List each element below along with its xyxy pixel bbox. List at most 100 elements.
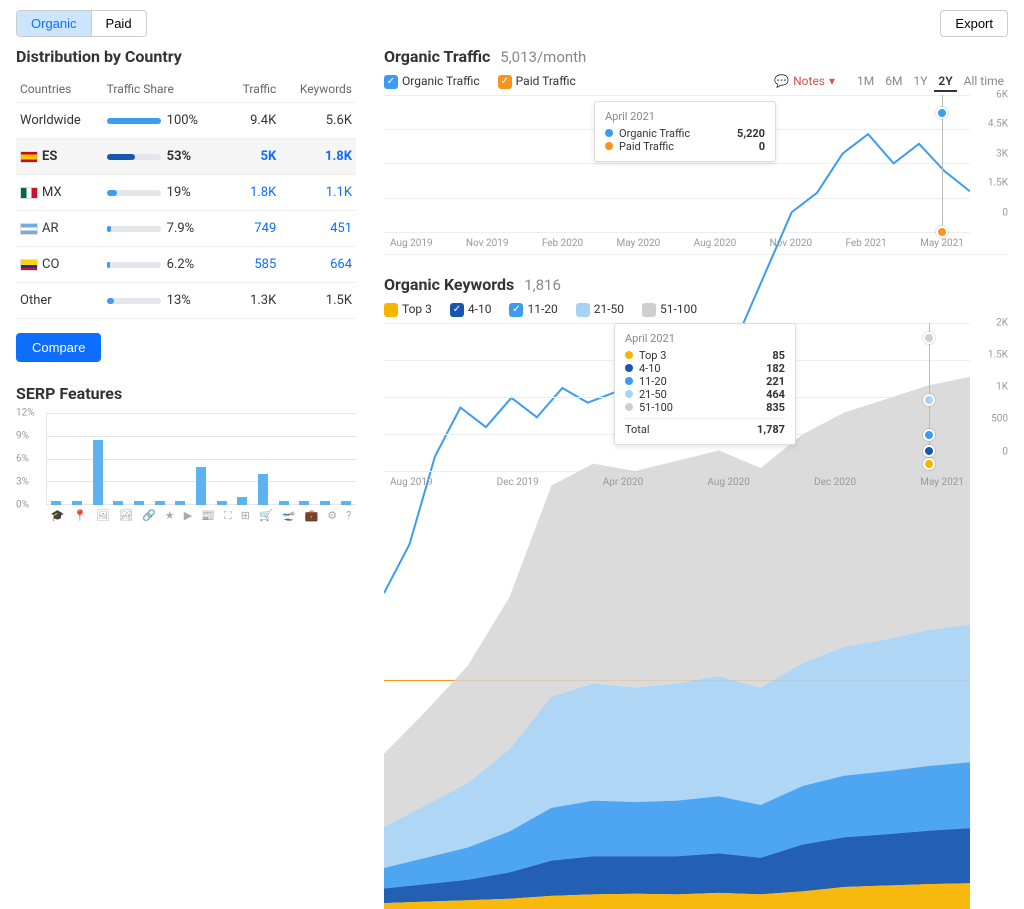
table-row[interactable]: AR 7.9% 749 451: [16, 211, 356, 247]
share-cell: 53%: [103, 139, 228, 175]
serp-bar[interactable]: [134, 501, 144, 505]
serp-bar[interactable]: [341, 501, 351, 505]
col-share: Traffic Share: [103, 76, 228, 103]
chart-marker: [923, 445, 935, 457]
legend-organic[interactable]: Organic Traffic: [384, 74, 480, 89]
toggle-organic[interactable]: Organic: [17, 11, 91, 36]
flag-icon: [20, 223, 38, 235]
traffic-chart[interactable]: 6K4.5K3K1.5K0 Aug 2019Nov 2019Feb 2020Ma…: [384, 95, 1008, 255]
serp-feature-icon[interactable]: ⛶: [224, 509, 232, 523]
traffic-cell[interactable]: 1.8K: [228, 175, 280, 211]
country-cell: AR: [16, 211, 103, 247]
serp-feature-icon[interactable]: 🏞: [119, 509, 133, 523]
serp-title: SERP Features: [16, 384, 356, 403]
serp-chart: 12%9%6%3%0% 🎓📍🖼🏞🔗★▶📰⛶⊞🛒🛫💼⚙?: [16, 413, 356, 523]
traffic-cell[interactable]: 749: [228, 211, 280, 247]
range-1y[interactable]: 1Y: [909, 72, 931, 90]
serp-feature-icon[interactable]: ★: [165, 509, 175, 523]
x-label: Nov 2019: [466, 238, 509, 254]
legend-paid[interactable]: Paid Traffic: [498, 74, 576, 89]
flag-icon: [20, 151, 38, 163]
notes-dropdown[interactable]: 💬 Notes ▾: [774, 74, 835, 88]
serp-feature-icon[interactable]: 🛫: [282, 509, 296, 523]
serp-bar[interactable]: [175, 501, 185, 505]
share-cell: 100%: [103, 103, 228, 139]
x-label: Aug 2020: [707, 477, 750, 493]
serp-feature-icon[interactable]: 📍: [73, 509, 87, 523]
share-cell: 19%: [103, 175, 228, 211]
y-label: 3%: [16, 477, 29, 488]
serp-bar[interactable]: [113, 501, 123, 505]
x-label: Aug 2019: [390, 238, 433, 254]
chart-marker: [923, 429, 935, 441]
table-row[interactable]: Other 13% 1.3K 1.5K: [16, 283, 356, 319]
serp-feature-icon[interactable]: 🎓: [51, 509, 65, 523]
traffic-cell[interactable]: 5K: [228, 139, 280, 175]
serp-feature-icon[interactable]: 🔗: [142, 509, 156, 523]
country-cell: CO: [16, 247, 103, 283]
serp-bar[interactable]: [51, 501, 61, 505]
serp-bar[interactable]: [320, 501, 330, 505]
serp-bar[interactable]: [217, 501, 227, 505]
country-cell: MX: [16, 175, 103, 211]
toggle-paid[interactable]: Paid: [91, 11, 146, 36]
y-label: 500: [991, 414, 1008, 425]
serp-bar[interactable]: [299, 501, 309, 505]
serp-feature-icon[interactable]: 📰: [201, 509, 215, 523]
serp-bar[interactable]: [155, 501, 165, 505]
range-1m[interactable]: 1M: [853, 72, 878, 90]
x-label: May 2021: [920, 477, 964, 493]
col-country: Countries: [16, 76, 103, 103]
range-2y[interactable]: 2Y: [934, 72, 956, 92]
keywords-cell[interactable]: 664: [280, 247, 356, 283]
x-label: Aug 2019: [390, 477, 433, 493]
serp-feature-icon[interactable]: ?: [346, 509, 351, 523]
range-alltime[interactable]: All time: [960, 72, 1008, 90]
serp-feature-icon[interactable]: 🛒: [259, 509, 273, 523]
traffic-cell: 9.4K: [228, 103, 280, 139]
serp-feature-icon[interactable]: ▶: [184, 509, 192, 523]
serp-feature-icon[interactable]: ⚙: [327, 509, 337, 523]
keywords-cell: 5.6K: [280, 103, 356, 139]
tooltip-row: 11-20221: [625, 375, 785, 388]
chart-marker: [936, 107, 948, 119]
keywords-chart[interactable]: 2K1.5K1K5000 Aug 2019Dec 2019Apr 2020Aug…: [384, 323, 1008, 493]
serp-bar[interactable]: [279, 501, 289, 505]
range-6m[interactable]: 6M: [881, 72, 906, 90]
serp-bar[interactable]: [72, 501, 82, 505]
serp-feature-icon[interactable]: ⊞: [241, 509, 250, 523]
tooltip-title: April 2021: [605, 110, 765, 123]
country-cell: Other: [16, 283, 103, 319]
table-row[interactable]: ES 53% 5K 1.8K: [16, 139, 356, 175]
chart-marker: [923, 332, 935, 344]
x-label: Dec 2019: [497, 477, 539, 493]
traffic-cell[interactable]: 585: [228, 247, 280, 283]
x-label: Feb 2021: [845, 238, 886, 254]
table-row[interactable]: Worldwide 100% 9.4K 5.6K: [16, 103, 356, 139]
table-row[interactable]: MX 19% 1.8K 1.1K: [16, 175, 356, 211]
col-keywords: Keywords: [280, 76, 356, 103]
keywords-cell[interactable]: 1.8K: [280, 139, 356, 175]
keywords-cell: 1.5K: [280, 283, 356, 319]
serp-feature-icon[interactable]: 💼: [305, 509, 319, 523]
keywords-cell[interactable]: 451: [280, 211, 356, 247]
export-button[interactable]: Export: [940, 10, 1008, 37]
tooltip-row: 4-10182: [625, 362, 785, 375]
y-label: 1.5K: [988, 178, 1008, 189]
compare-button[interactable]: Compare: [16, 333, 101, 362]
y-label: 1.5K: [988, 349, 1008, 360]
traffic-type-toggle: Organic Paid: [16, 10, 147, 37]
y-label: 0: [1002, 207, 1008, 218]
tooltip-row: Organic Traffic5,220: [605, 127, 765, 140]
country-cell: ES: [16, 139, 103, 175]
table-row[interactable]: CO 6.2% 585 664: [16, 247, 356, 283]
serp-bar[interactable]: [258, 474, 268, 505]
x-label: Apr 2020: [603, 477, 644, 493]
serp-bar[interactable]: [93, 440, 103, 505]
serp-feature-icon[interactable]: 🖼: [96, 509, 110, 523]
serp-bar[interactable]: [237, 497, 247, 505]
share-cell: 13%: [103, 283, 228, 319]
keywords-cell[interactable]: 1.1K: [280, 175, 356, 211]
chart-marker: [936, 226, 948, 238]
serp-bar[interactable]: [196, 467, 206, 505]
